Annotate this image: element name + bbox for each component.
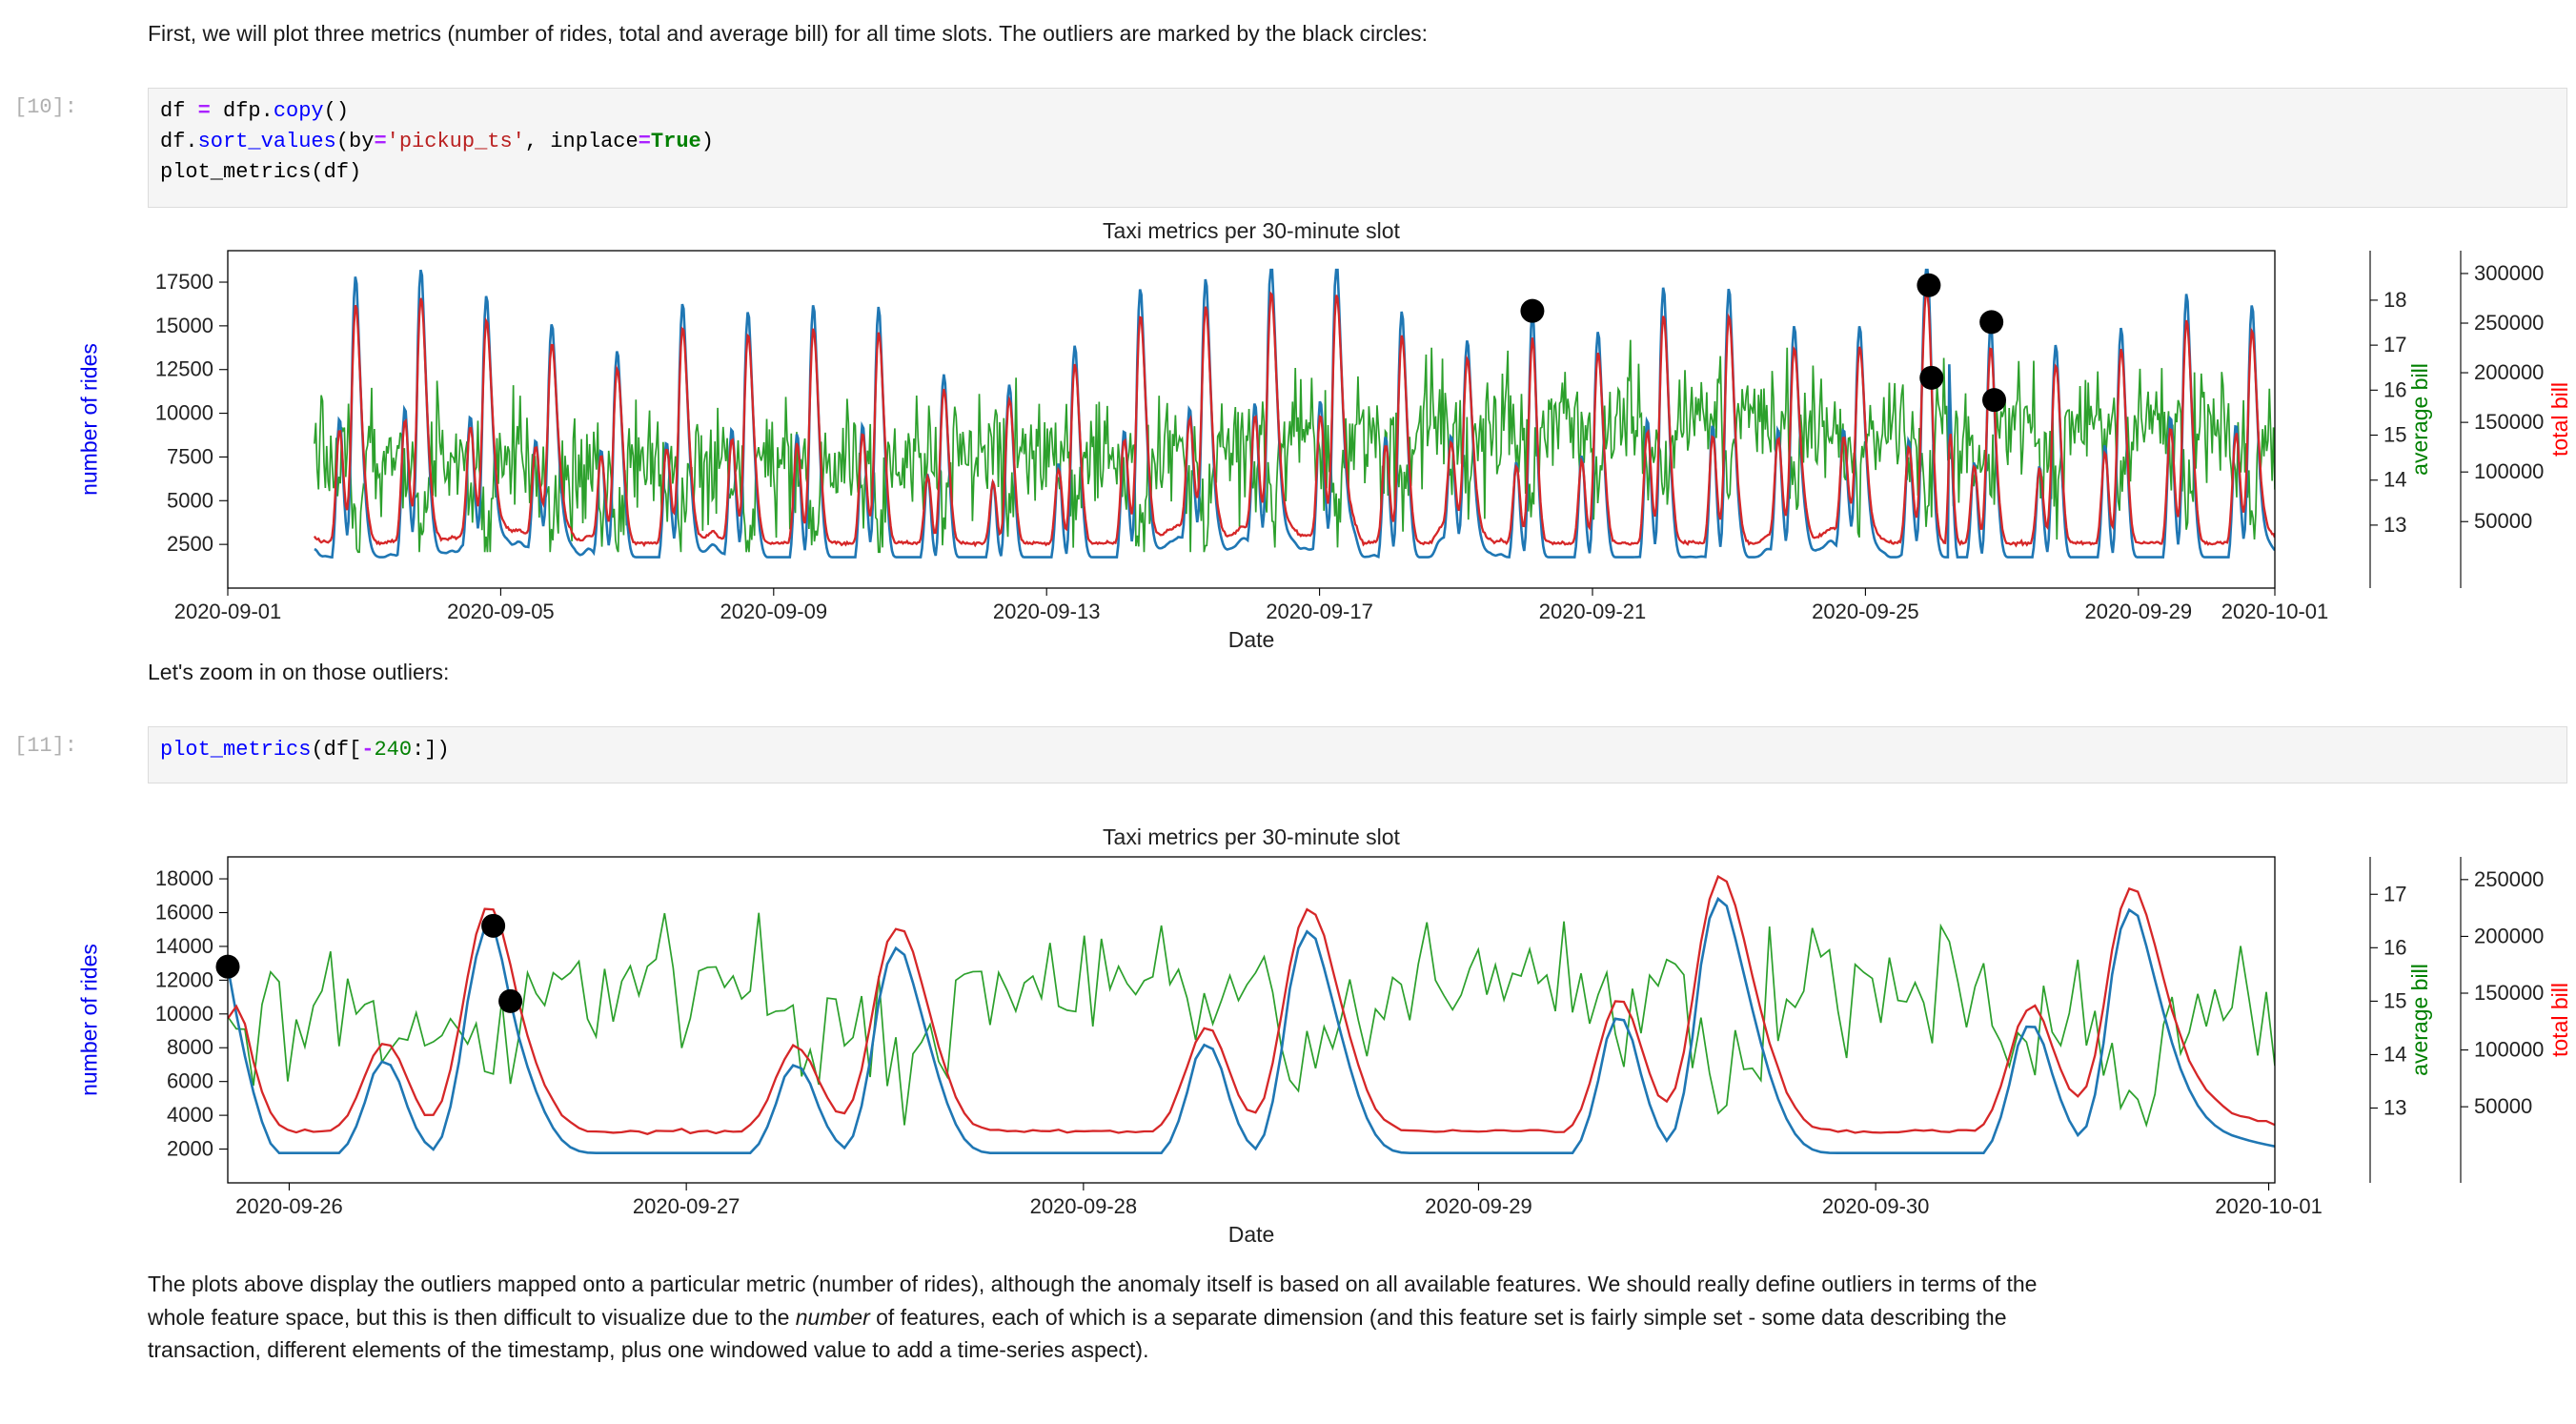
svg-text:7500: 7500: [167, 444, 213, 468]
svg-text:Taxi metrics per 30-minute slo: Taxi metrics per 30-minute slot: [1103, 824, 1400, 849]
svg-text:16: 16: [2383, 935, 2406, 959]
svg-text:2020-09-09: 2020-09-09: [720, 600, 828, 623]
svg-text:17: 17: [2383, 882, 2406, 905]
svg-text:8000: 8000: [167, 1035, 213, 1059]
svg-text:14000: 14000: [155, 934, 213, 958]
svg-text:16: 16: [2383, 377, 2406, 401]
svg-text:150000: 150000: [2474, 410, 2544, 434]
svg-text:18000: 18000: [155, 866, 213, 890]
svg-text:6000: 6000: [167, 1069, 213, 1093]
svg-text:2020-09-05: 2020-09-05: [447, 600, 555, 623]
svg-text:2000: 2000: [167, 1137, 213, 1161]
svg-text:total bill: total bill: [2547, 382, 2572, 457]
svg-text:total bill: total bill: [2547, 983, 2572, 1057]
svg-text:50000: 50000: [2474, 509, 2532, 533]
svg-text:12000: 12000: [155, 967, 213, 991]
svg-text:2020-09-13: 2020-09-13: [993, 600, 1101, 623]
svg-text:Taxi metrics per 30-minute slo: Taxi metrics per 30-minute slot: [1103, 218, 1400, 243]
svg-text:17: 17: [2383, 333, 2406, 356]
svg-text:300000: 300000: [2474, 261, 2544, 285]
svg-text:250000: 250000: [2474, 311, 2544, 335]
svg-text:2020-09-17: 2020-09-17: [1266, 600, 1373, 623]
svg-text:2020-09-25: 2020-09-25: [1812, 600, 1919, 623]
svg-text:2020-09-01: 2020-09-01: [174, 600, 282, 623]
svg-text:5000: 5000: [167, 488, 213, 512]
svg-text:4000: 4000: [167, 1103, 213, 1127]
svg-text:12500: 12500: [155, 357, 213, 381]
svg-text:2020-09-29: 2020-09-29: [2085, 600, 2193, 623]
svg-text:100000: 100000: [2474, 1038, 2544, 1062]
svg-text:100000: 100000: [2474, 459, 2544, 483]
svg-text:10000: 10000: [155, 1002, 213, 1026]
svg-text:150000: 150000: [2474, 981, 2544, 1005]
svg-text:2020-09-29: 2020-09-29: [1425, 1194, 1532, 1218]
svg-text:16000: 16000: [155, 900, 213, 924]
svg-text:number of rides: number of rides: [77, 343, 102, 496]
svg-text:13: 13: [2383, 513, 2406, 537]
svg-text:2020-10-01: 2020-10-01: [2215, 1194, 2322, 1218]
svg-text:15000: 15000: [155, 314, 213, 337]
svg-text:200000: 200000: [2474, 360, 2544, 384]
svg-text:2500: 2500: [167, 532, 213, 556]
svg-text:Date: Date: [1228, 1222, 1275, 1247]
svg-text:number of rides: number of rides: [77, 944, 102, 1096]
svg-text:2020-09-21: 2020-09-21: [1539, 600, 1647, 623]
svg-text:200000: 200000: [2474, 924, 2544, 947]
svg-text:18: 18: [2383, 288, 2406, 312]
svg-text:average bill: average bill: [2407, 363, 2432, 476]
svg-text:50000: 50000: [2474, 1094, 2532, 1118]
svg-text:14: 14: [2383, 468, 2406, 492]
svg-text:2020-10-01: 2020-10-01: [2221, 600, 2329, 623]
svg-text:15: 15: [2383, 423, 2406, 447]
svg-text:10000: 10000: [155, 401, 213, 425]
svg-text:15: 15: [2383, 988, 2406, 1012]
svg-text:Date: Date: [1228, 627, 1275, 652]
svg-text:14: 14: [2383, 1042, 2406, 1066]
svg-text:average bill: average bill: [2407, 964, 2432, 1076]
svg-text:250000: 250000: [2474, 867, 2544, 891]
svg-text:2020-09-28: 2020-09-28: [1030, 1194, 1138, 1218]
svg-text:2020-09-27: 2020-09-27: [633, 1194, 740, 1218]
svg-text:2020-09-30: 2020-09-30: [1822, 1194, 1930, 1218]
svg-text:13: 13: [2383, 1096, 2406, 1120]
svg-text:2020-09-26: 2020-09-26: [235, 1194, 343, 1218]
svg-text:17500: 17500: [155, 270, 213, 294]
